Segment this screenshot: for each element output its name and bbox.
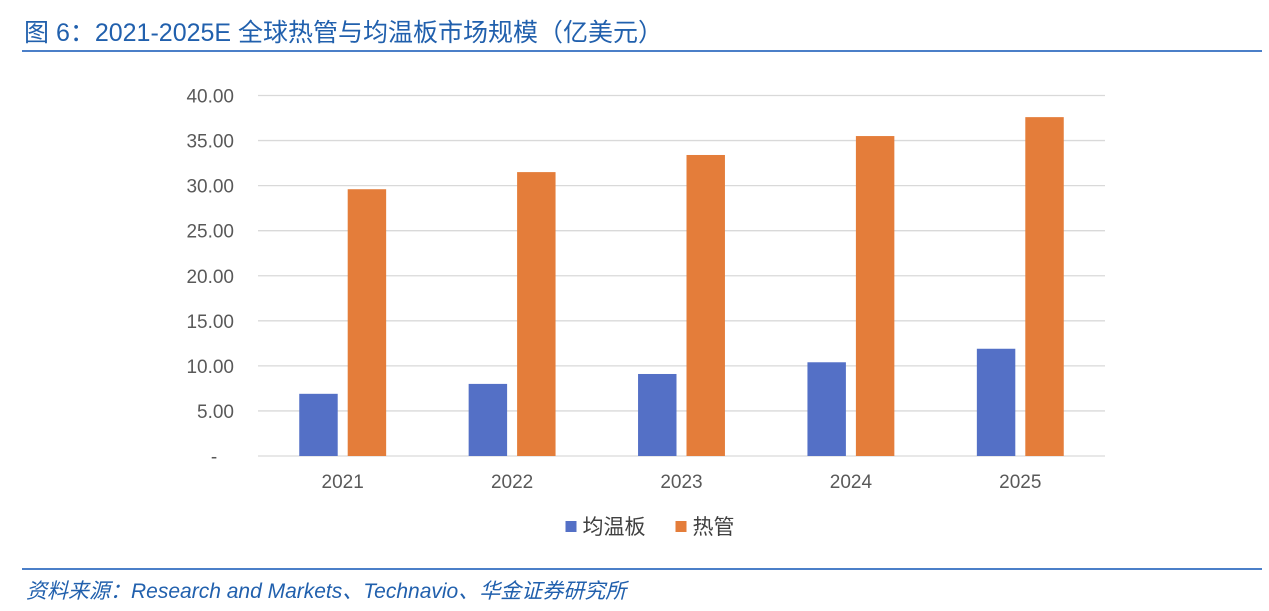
- bar-series2-2024: [855, 136, 895, 456]
- legend-label-series1: 均温板: [583, 516, 646, 539]
- source-note: 资料来源：Research and Markets、Technavio、华金证券…: [26, 580, 627, 603]
- y-tick-label: 25.00: [186, 222, 234, 243]
- bar-series1-2023: [638, 373, 677, 456]
- y-tick-label: 5.00: [197, 402, 234, 423]
- bar-series1-2025: [976, 348, 1016, 456]
- bars: [299, 117, 1064, 457]
- legend-swatch-series1: [565, 521, 577, 532]
- y-axis-labels: - 5.00 10.00 15.00 20.00 25.00 30.00 35.00 40.00: [186, 87, 234, 469]
- bar-series2-2022: [517, 172, 556, 456]
- gridlines: [258, 94, 1105, 457]
- legend-label-series2: 热管: [693, 516, 735, 539]
- y-tick-label: 30.00: [186, 177, 234, 198]
- bar-chart: - 5.00 10.00 15.00 20.00 25.00 30.00 35.00 40.00…: [186, 87, 1105, 539]
- y-tick-label: 20.00: [186, 267, 234, 288]
- legend-item-series2: 热管: [675, 516, 735, 539]
- chart-container: - 5.00 10.00 15.00 20.00 25.00 30.00 35.00 40.00…: [0, 60, 1269, 560]
- figure-caption: 图 6：2021-2025E 全球热管与均温板市场规模（亿美元）: [24, 19, 664, 47]
- x-tick-label: 2024: [830, 472, 873, 493]
- x-axis-labels: 2021 2022 2023 2024 2025: [322, 472, 1042, 493]
- bar-series1-2021: [299, 393, 338, 456]
- caption-rule-line: [22, 50, 1262, 52]
- bar-series2-2023: [686, 154, 725, 457]
- x-tick-label: 2023: [660, 472, 702, 493]
- legend-swatch-series2: [675, 521, 687, 532]
- y-tick-label: 10.00: [186, 357, 234, 378]
- y-tick-label: 15.00: [186, 312, 234, 333]
- x-tick-label: 2022: [491, 472, 533, 493]
- bar-series2-2025: [1025, 117, 1064, 456]
- bar-series1-2022: [468, 383, 508, 456]
- legend-item-series1: 均温板: [565, 516, 646, 539]
- y-tick-label: -: [211, 447, 217, 468]
- bar-series1-2024: [807, 362, 846, 456]
- x-tick-label: 2021: [322, 472, 364, 493]
- y-tick-label: 40.00: [186, 87, 234, 108]
- x-tick-label: 2025: [999, 472, 1041, 493]
- legend: 均温板 热管: [565, 516, 735, 539]
- y-tick-label: 35.00: [186, 132, 234, 153]
- source-rule-line: [22, 568, 1262, 570]
- bar-series2-2021: [347, 189, 387, 457]
